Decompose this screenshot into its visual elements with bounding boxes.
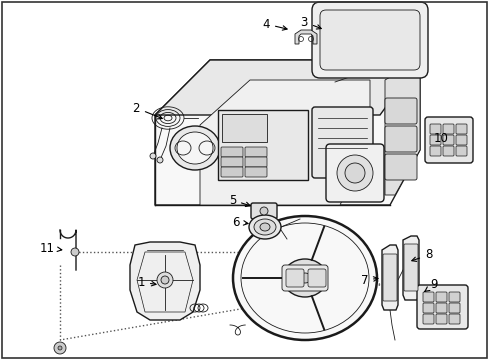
- Text: 11: 11: [40, 242, 61, 255]
- Text: 1: 1: [137, 275, 156, 288]
- FancyBboxPatch shape: [250, 203, 276, 219]
- Ellipse shape: [345, 163, 364, 183]
- Polygon shape: [130, 242, 200, 320]
- FancyBboxPatch shape: [221, 147, 243, 157]
- FancyBboxPatch shape: [422, 314, 433, 324]
- Ellipse shape: [336, 155, 372, 191]
- FancyBboxPatch shape: [384, 98, 416, 124]
- FancyBboxPatch shape: [435, 292, 446, 302]
- FancyBboxPatch shape: [429, 124, 440, 134]
- Text: 6: 6: [232, 216, 247, 229]
- FancyBboxPatch shape: [382, 254, 396, 301]
- Ellipse shape: [157, 157, 163, 163]
- Bar: [222, 114, 266, 142]
- Polygon shape: [381, 245, 397, 310]
- Ellipse shape: [170, 126, 220, 170]
- FancyBboxPatch shape: [221, 157, 243, 167]
- FancyBboxPatch shape: [442, 124, 453, 134]
- FancyBboxPatch shape: [282, 265, 327, 291]
- FancyBboxPatch shape: [442, 135, 453, 145]
- FancyBboxPatch shape: [435, 303, 446, 313]
- FancyBboxPatch shape: [435, 314, 446, 324]
- Text: 3: 3: [300, 15, 321, 29]
- Polygon shape: [402, 236, 418, 300]
- FancyBboxPatch shape: [244, 167, 266, 177]
- Ellipse shape: [54, 342, 66, 354]
- FancyBboxPatch shape: [311, 107, 372, 178]
- Polygon shape: [200, 80, 369, 205]
- Text: 5: 5: [228, 194, 250, 207]
- Ellipse shape: [161, 276, 169, 284]
- FancyBboxPatch shape: [416, 285, 467, 329]
- Ellipse shape: [177, 132, 213, 164]
- FancyBboxPatch shape: [448, 303, 459, 313]
- Bar: [218, 110, 307, 180]
- FancyBboxPatch shape: [429, 135, 440, 145]
- FancyBboxPatch shape: [221, 167, 243, 177]
- Ellipse shape: [253, 219, 275, 235]
- FancyBboxPatch shape: [285, 269, 304, 287]
- Ellipse shape: [248, 215, 281, 239]
- FancyBboxPatch shape: [325, 144, 383, 202]
- FancyBboxPatch shape: [455, 135, 466, 145]
- FancyBboxPatch shape: [448, 314, 459, 324]
- Ellipse shape: [260, 207, 267, 215]
- Ellipse shape: [290, 266, 318, 290]
- Text: 2: 2: [132, 102, 162, 119]
- FancyBboxPatch shape: [244, 147, 266, 157]
- FancyBboxPatch shape: [311, 2, 427, 78]
- Ellipse shape: [157, 272, 173, 288]
- FancyBboxPatch shape: [403, 244, 417, 291]
- Ellipse shape: [71, 248, 79, 256]
- FancyBboxPatch shape: [422, 292, 433, 302]
- FancyBboxPatch shape: [455, 124, 466, 134]
- FancyBboxPatch shape: [455, 146, 466, 156]
- Polygon shape: [384, 60, 419, 195]
- FancyBboxPatch shape: [442, 146, 453, 156]
- Ellipse shape: [150, 153, 156, 159]
- FancyBboxPatch shape: [384, 126, 416, 152]
- FancyBboxPatch shape: [429, 146, 440, 156]
- Ellipse shape: [283, 259, 326, 297]
- Text: 7: 7: [360, 274, 377, 287]
- FancyBboxPatch shape: [307, 269, 325, 287]
- Polygon shape: [155, 60, 419, 115]
- Text: 10: 10: [433, 131, 448, 144]
- FancyBboxPatch shape: [448, 292, 459, 302]
- FancyBboxPatch shape: [384, 154, 416, 180]
- Text: 9: 9: [424, 279, 437, 292]
- Polygon shape: [294, 30, 316, 44]
- Ellipse shape: [298, 273, 310, 283]
- Ellipse shape: [58, 346, 62, 350]
- FancyBboxPatch shape: [422, 303, 433, 313]
- FancyBboxPatch shape: [319, 10, 419, 70]
- FancyBboxPatch shape: [244, 157, 266, 167]
- Text: 4: 4: [262, 18, 286, 31]
- Text: 8: 8: [411, 248, 431, 261]
- Ellipse shape: [232, 216, 376, 340]
- FancyBboxPatch shape: [424, 117, 472, 163]
- Ellipse shape: [260, 223, 269, 231]
- Polygon shape: [155, 60, 419, 205]
